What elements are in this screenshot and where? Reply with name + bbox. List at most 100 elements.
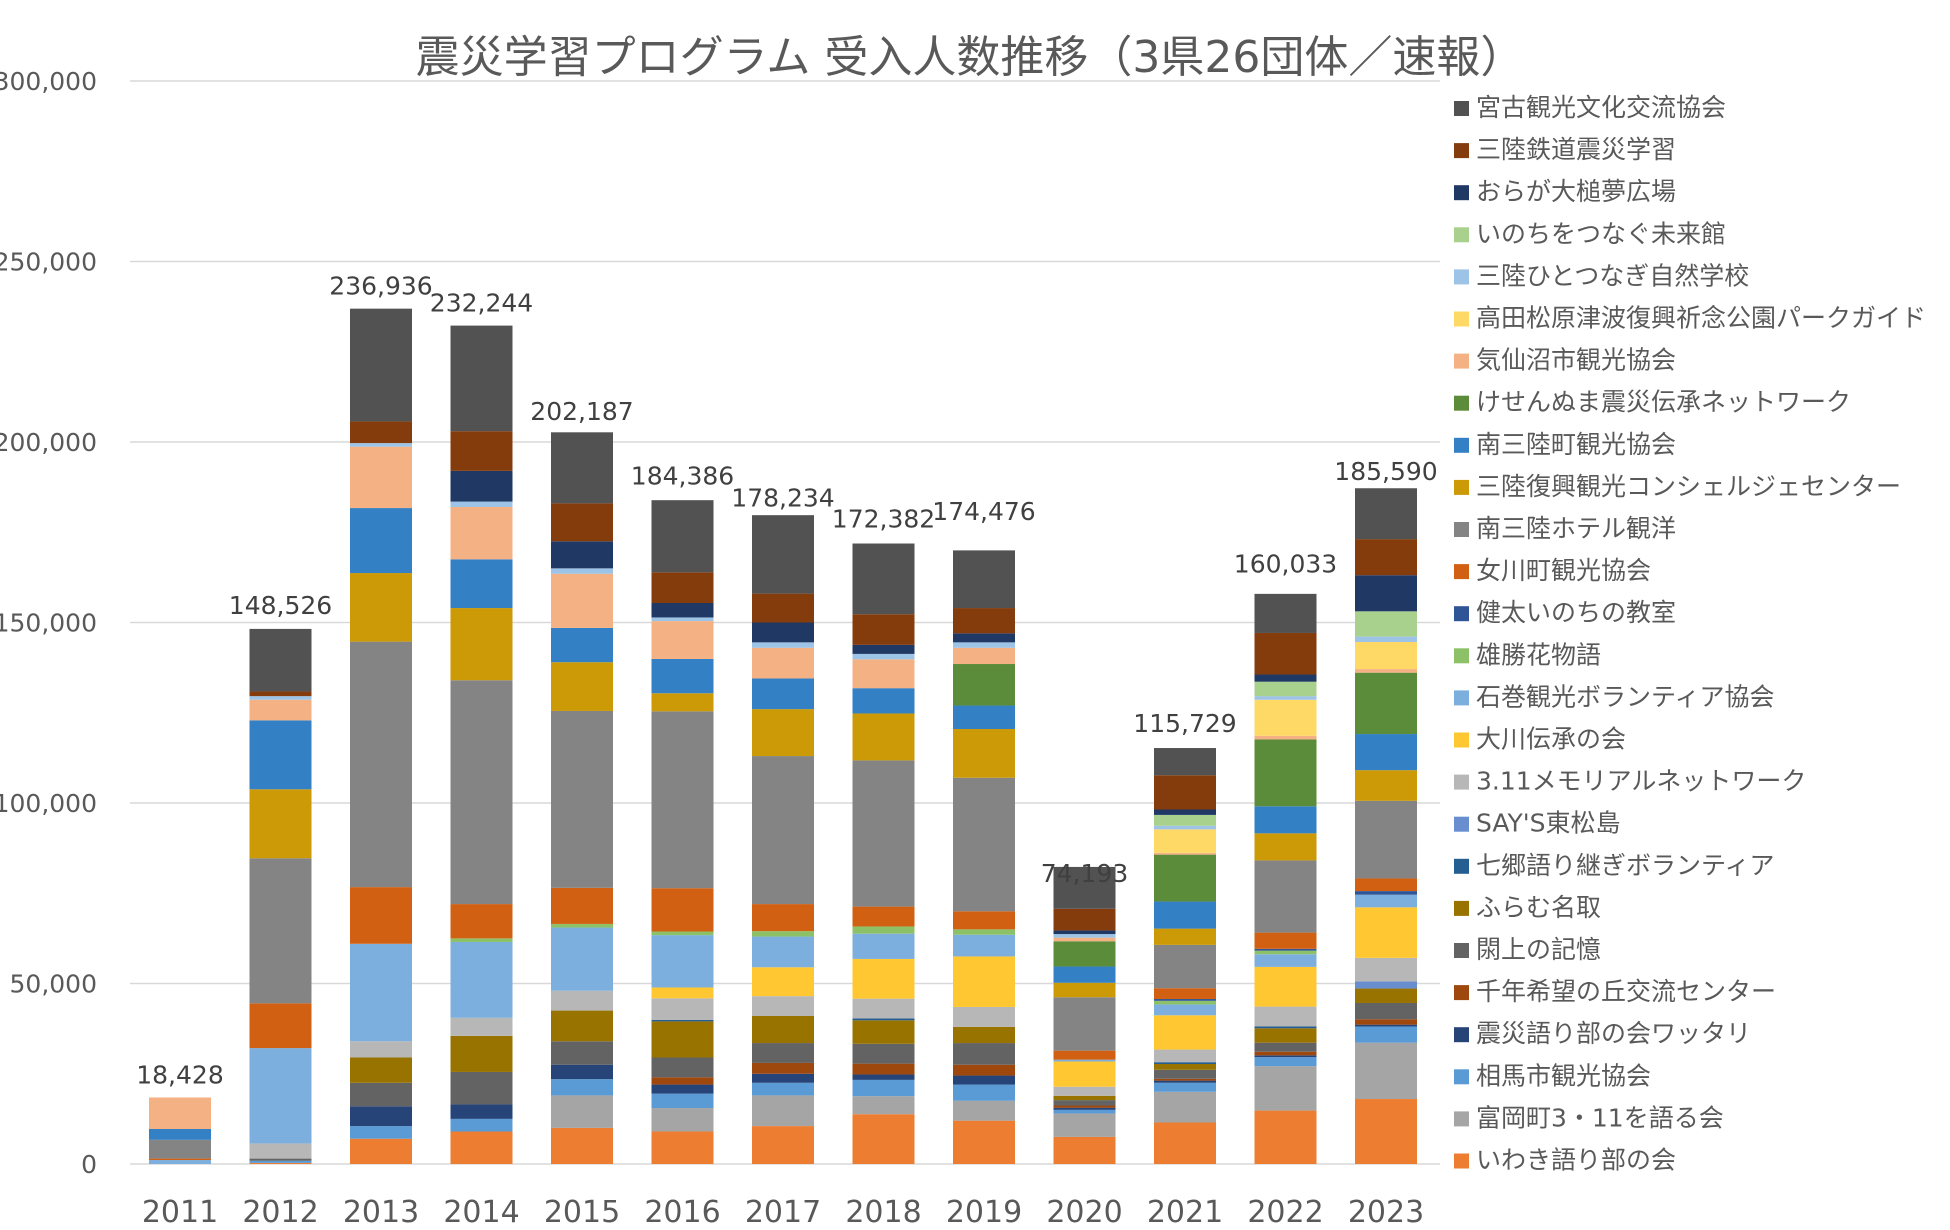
- bar-segment: [1053, 941, 1116, 967]
- legend-swatch: [1454, 606, 1469, 622]
- bar-segment: [1254, 1042, 1317, 1052]
- bar-segment: [852, 543, 915, 615]
- bar-stack-2021: [1154, 748, 1216, 1164]
- bar-segment: [852, 958, 915, 999]
- legend-item: ふらむ名取: [1454, 893, 1601, 922]
- bar-segment: [852, 1079, 915, 1097]
- bar-segment: [450, 1118, 513, 1132]
- bar-segment: [149, 1097, 211, 1129]
- bar-segment: [651, 658, 714, 694]
- bar-segment: [852, 614, 915, 645]
- bar-segment: [752, 904, 814, 932]
- bar-segment: [1154, 775, 1216, 810]
- bar-segment: [953, 642, 1015, 648]
- legend-swatch: [1454, 269, 1469, 285]
- bar-segment: [852, 933, 915, 959]
- bar-segment: [450, 325, 513, 432]
- y-tick-label: 50,000: [10, 970, 97, 999]
- legend-item: 千年希望の丘交流センター: [1454, 977, 1776, 1006]
- legend-swatch: [1454, 1027, 1469, 1043]
- bar-stack-2019: [953, 550, 1015, 1164]
- bar-segment: [551, 887, 613, 924]
- bar-segment: [1355, 636, 1417, 642]
- total-label: 115,729: [1133, 709, 1236, 738]
- legend-label: SAY'S東松島: [1476, 809, 1621, 838]
- bar-segment: [249, 1048, 312, 1144]
- bar-segment: [1355, 734, 1417, 771]
- bar-segment: [450, 680, 513, 905]
- bar-segment: [1355, 770, 1417, 801]
- legend-label: 南三陸ホテル観洋: [1476, 514, 1676, 543]
- bar-segment: [953, 1100, 1015, 1121]
- bar-segment: [551, 627, 613, 663]
- bar-segment: [752, 1062, 814, 1074]
- bar-segment: [1053, 1100, 1116, 1106]
- bar-segment: [350, 887, 412, 944]
- bar-segment: [752, 756, 814, 905]
- bar-segment: [350, 1106, 412, 1127]
- legend-label: 雄勝花物語: [1476, 640, 1601, 669]
- bar-segment: [752, 1126, 814, 1164]
- legend-item: 閖上の記憶: [1454, 935, 1601, 964]
- legend-label: いわき語り部の会: [1476, 1146, 1676, 1175]
- bar-segment: [450, 1131, 513, 1164]
- bar-segment: [249, 1158, 312, 1161]
- legend-swatch: [1454, 564, 1469, 580]
- bar-segment: [651, 1108, 714, 1132]
- legend-item: 震災語り部の会ワッタリ: [1454, 1019, 1751, 1048]
- bar-segment: [651, 987, 714, 999]
- bar-segment: [1254, 739, 1317, 807]
- bar-segment: [249, 789, 312, 859]
- bar-segment: [651, 1021, 714, 1058]
- bar-segment: [1254, 699, 1317, 736]
- bar-segment: [651, 711, 714, 889]
- bar-segment: [1254, 696, 1317, 700]
- bar-segment: [1254, 954, 1317, 967]
- bar-segment: [953, 550, 1015, 609]
- legend-label: 三陸ひとつなぎ自然学校: [1476, 261, 1749, 290]
- legend-swatch: [1454, 101, 1469, 116]
- bar-segment: [1254, 674, 1317, 682]
- bar-segment: [852, 713, 915, 761]
- bar-stack-2016: [651, 500, 714, 1164]
- bar-segment: [852, 644, 915, 654]
- bar-stack-2012: [249, 628, 312, 1164]
- total-label: 174,476: [932, 497, 1035, 526]
- bar-segment: [1355, 669, 1417, 673]
- legend-item: 相馬市観光協会: [1454, 1061, 1651, 1090]
- bar-segment: [651, 1131, 714, 1164]
- x-tick-label: 2014: [443, 1195, 519, 1230]
- y-tick-label: 300,000: [0, 67, 97, 96]
- bar-segment: [1254, 593, 1317, 633]
- legend-item: 三陸復興観光コンシェルジェセンター: [1454, 472, 1901, 501]
- bar-segment: [752, 593, 814, 623]
- bar-segment: [1053, 930, 1116, 935]
- bar-segment: [1355, 1042, 1417, 1100]
- bar-segment: [350, 1041, 412, 1058]
- bar-segment: [350, 641, 412, 888]
- bar-segment: [1154, 1078, 1216, 1081]
- chart-title: 震災学習プログラム 受入人数推移（3県26団体／速報）: [416, 32, 1525, 83]
- bar-segment: [450, 938, 513, 942]
- bar-segment: [752, 709, 814, 757]
- legend-item: 三陸鉄道震災学習: [1454, 135, 1676, 164]
- bar-segment: [551, 710, 613, 888]
- bar-segment: [953, 1075, 1015, 1085]
- legend-label: 閖上の記憶: [1476, 935, 1601, 964]
- bar-segment: [551, 1127, 613, 1164]
- bar-segment: [249, 720, 312, 790]
- bar-segment: [852, 653, 915, 660]
- legend-swatch: [1454, 1111, 1469, 1127]
- legend-swatch: [1454, 985, 1469, 1001]
- bar-segment: [350, 573, 412, 642]
- bar-stack-2017: [752, 515, 814, 1164]
- x-tick-label: 2016: [644, 1195, 720, 1230]
- x-tick-label: 2021: [1147, 1195, 1223, 1230]
- legend-swatch: [1454, 858, 1469, 874]
- legend-swatch: [1454, 227, 1469, 243]
- bar-segment: [1053, 982, 1116, 998]
- bar-segment: [1154, 809, 1216, 815]
- bar-segment: [953, 647, 1015, 665]
- legend-label: 南三陸町観光協会: [1476, 430, 1676, 459]
- bar-segment: [1154, 1015, 1216, 1050]
